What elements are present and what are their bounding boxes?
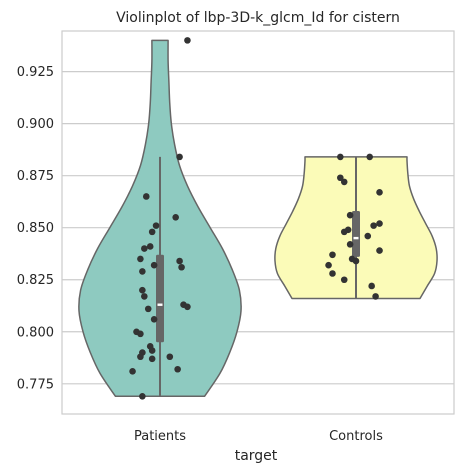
data-point: [184, 37, 191, 44]
y-tick-label: 0.900: [17, 117, 54, 132]
data-point: [137, 255, 144, 263]
data-point: [148, 228, 156, 236]
x-tick-label: Controls: [329, 429, 383, 444]
inner-boxes: [156, 156, 360, 397]
x-tick-labels: Patients Controls: [134, 429, 383, 444]
data-point: [376, 247, 383, 254]
median-marker-patients: [157, 303, 163, 306]
data-point: [137, 353, 144, 361]
iqr-box-controls: [352, 211, 360, 257]
data-point: [150, 261, 158, 269]
data-point: [178, 263, 185, 271]
data-point: [329, 270, 336, 277]
y-tick-label: 0.825: [17, 273, 54, 288]
data-point: [346, 211, 354, 219]
data-point: [337, 153, 344, 161]
strip-points: [129, 37, 383, 400]
data-point: [172, 213, 179, 221]
data-point: [146, 243, 154, 250]
data-point: [376, 220, 383, 227]
data-point: [340, 276, 348, 284]
data-point: [329, 251, 336, 259]
data-point: [174, 365, 181, 373]
data-point: [337, 174, 344, 182]
data-point: [184, 303, 191, 311]
data-point: [166, 353, 174, 361]
data-point: [325, 261, 332, 269]
data-point: [372, 293, 379, 300]
plot-frame: [61, 30, 455, 415]
violins: [78, 39, 438, 398]
data-point: [340, 178, 348, 186]
y-tick-labels: 0.775 0.800 0.825 0.850 0.875 0.900 0.925: [17, 65, 54, 392]
data-point: [139, 393, 146, 400]
data-point: [352, 257, 360, 265]
x-axis-label: target: [235, 448, 278, 464]
data-point: [142, 193, 150, 200]
data-point: [148, 355, 156, 363]
data-point: [139, 286, 146, 294]
data-point: [340, 228, 348, 236]
data-point: [141, 245, 148, 252]
data-point: [148, 347, 156, 354]
data-point: [129, 368, 136, 375]
data-point: [370, 222, 377, 229]
y-tick-label: 0.850: [17, 221, 54, 236]
data-point: [368, 282, 375, 290]
x-tick-label: Patients: [134, 429, 186, 444]
data-point: [364, 232, 372, 240]
data-point: [144, 305, 152, 313]
data-point: [150, 315, 158, 323]
data-point: [346, 241, 354, 248]
data-point: [366, 153, 374, 161]
data-point: [141, 293, 148, 300]
data-point: [152, 222, 160, 229]
chart-title: Violinplot of lbp-3D-k_glcm_Id for ciste…: [116, 10, 400, 26]
data-point: [139, 268, 146, 275]
iqr-box-patients: [156, 254, 164, 343]
y-tick-label: 0.875: [17, 169, 54, 184]
data-point: [376, 189, 383, 196]
median-marker-controls: [353, 236, 359, 240]
y-tick-label: 0.775: [17, 377, 54, 392]
data-point: [176, 257, 183, 265]
y-tick-label: 0.800: [17, 325, 54, 340]
data-point: [176, 153, 183, 161]
data-point: [137, 330, 144, 338]
y-tick-label: 0.925: [17, 65, 54, 80]
